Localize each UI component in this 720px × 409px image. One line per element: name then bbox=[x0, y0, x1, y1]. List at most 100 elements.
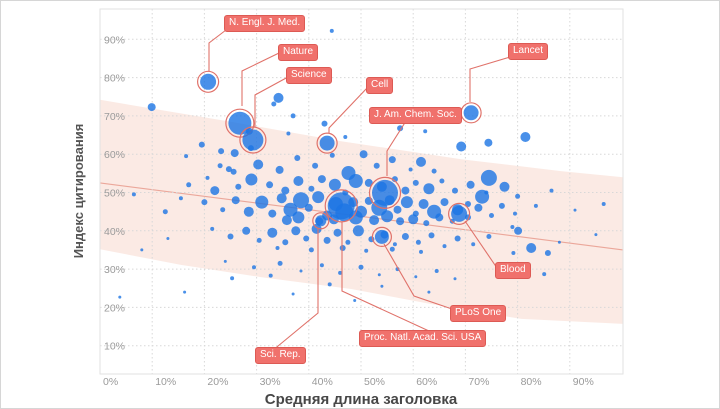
bubble[interactable] bbox=[291, 226, 301, 236]
bubble[interactable] bbox=[557, 240, 561, 244]
bubble[interactable] bbox=[220, 207, 226, 213]
bubble[interactable] bbox=[434, 269, 439, 273]
bubble[interactable] bbox=[303, 235, 310, 242]
bubble[interactable] bbox=[515, 193, 521, 199]
bubble[interactable] bbox=[431, 168, 437, 174]
bubble[interactable] bbox=[140, 248, 144, 252]
bubble[interactable] bbox=[267, 227, 278, 238]
bubble[interactable] bbox=[415, 239, 421, 245]
bubble[interactable] bbox=[381, 210, 394, 223]
bubble[interactable] bbox=[328, 178, 341, 191]
bubble[interactable] bbox=[281, 186, 290, 195]
bubble[interactable] bbox=[513, 211, 517, 216]
bubble[interactable] bbox=[348, 174, 363, 188]
bubble[interactable] bbox=[498, 202, 505, 209]
bubble[interactable] bbox=[594, 233, 598, 237]
bubble[interactable] bbox=[201, 199, 208, 206]
bubble[interactable] bbox=[465, 201, 471, 207]
journal-bubble-lancet[interactable] bbox=[463, 105, 479, 121]
bubble[interactable] bbox=[294, 155, 301, 161]
bubble[interactable] bbox=[391, 176, 398, 183]
bubble[interactable] bbox=[396, 217, 405, 226]
bubble[interactable] bbox=[166, 237, 170, 240]
journal-bubble-sci-rep[interactable] bbox=[315, 215, 327, 227]
bubble[interactable] bbox=[162, 209, 168, 215]
bubble[interactable] bbox=[486, 234, 492, 239]
bubble[interactable] bbox=[526, 243, 537, 253]
bubble[interactable] bbox=[225, 166, 232, 173]
bubble[interactable] bbox=[573, 208, 577, 212]
bubble[interactable] bbox=[382, 116, 389, 122]
bubble[interactable] bbox=[312, 162, 319, 169]
bubble[interactable] bbox=[283, 202, 298, 217]
bubble[interactable] bbox=[489, 213, 494, 218]
bubble[interactable] bbox=[131, 192, 136, 197]
bubble[interactable] bbox=[317, 175, 326, 184]
bubble[interactable] bbox=[275, 165, 284, 174]
bubble[interactable] bbox=[412, 179, 419, 186]
bubble[interactable] bbox=[544, 250, 551, 256]
bubble[interactable] bbox=[510, 225, 515, 229]
bubble[interactable] bbox=[243, 206, 254, 217]
bubble[interactable] bbox=[542, 272, 547, 277]
bubble[interactable] bbox=[311, 223, 322, 234]
bubble[interactable] bbox=[401, 186, 410, 195]
bubble[interactable] bbox=[223, 259, 227, 263]
bubble[interactable] bbox=[393, 205, 402, 214]
bubble[interactable] bbox=[456, 141, 467, 152]
bubble[interactable] bbox=[471, 242, 476, 247]
bubble[interactable] bbox=[253, 159, 264, 170]
bubble[interactable] bbox=[453, 277, 457, 281]
bubble[interactable] bbox=[281, 215, 292, 226]
bubble[interactable] bbox=[480, 169, 497, 186]
bubble[interactable] bbox=[380, 284, 384, 288]
bubble[interactable] bbox=[293, 176, 304, 186]
bubble[interactable] bbox=[292, 211, 305, 224]
bubble[interactable] bbox=[266, 181, 274, 189]
journal-bubble-blood[interactable] bbox=[451, 205, 468, 222]
bubble[interactable] bbox=[186, 182, 192, 188]
bubble[interactable] bbox=[227, 233, 234, 240]
bubble[interactable] bbox=[533, 203, 538, 208]
bubble[interactable] bbox=[408, 167, 413, 172]
bubble[interactable] bbox=[184, 154, 189, 159]
bubble[interactable] bbox=[389, 246, 395, 252]
bubble[interactable] bbox=[252, 265, 256, 270]
bubble[interactable] bbox=[435, 213, 444, 222]
journal-bubble-n-engl-j-med[interactable] bbox=[200, 73, 217, 90]
bubble[interactable] bbox=[178, 196, 183, 201]
bubble[interactable] bbox=[312, 191, 325, 204]
bubble[interactable] bbox=[147, 103, 156, 112]
journal-bubble-science[interactable] bbox=[242, 129, 264, 151]
bubble[interactable] bbox=[419, 249, 423, 254]
bubble[interactable] bbox=[231, 196, 240, 205]
bubble[interactable] bbox=[414, 275, 418, 279]
bubble[interactable] bbox=[304, 203, 313, 212]
bubble[interactable] bbox=[230, 168, 237, 175]
bubble[interactable] bbox=[333, 228, 342, 237]
bubble[interactable] bbox=[245, 173, 258, 186]
bubble[interactable] bbox=[210, 226, 215, 231]
bubble[interactable] bbox=[474, 203, 483, 212]
bubble[interactable] bbox=[217, 163, 223, 169]
bubble[interactable] bbox=[388, 156, 396, 164]
bubble[interactable] bbox=[454, 235, 461, 242]
bubble[interactable] bbox=[339, 245, 346, 251]
bubble[interactable] bbox=[484, 138, 493, 147]
bubble[interactable] bbox=[327, 282, 332, 287]
bubble[interactable] bbox=[549, 188, 554, 193]
bubble[interactable] bbox=[601, 202, 606, 206]
bubble[interactable] bbox=[323, 236, 331, 244]
journal-bubble-j-am-chem-soc[interactable] bbox=[372, 179, 398, 206]
bubble[interactable] bbox=[118, 295, 122, 299]
bubble[interactable] bbox=[499, 181, 510, 192]
bubble[interactable] bbox=[511, 251, 516, 255]
bubble[interactable] bbox=[466, 180, 475, 189]
journal-bubble-proc-natl-acad-sci-usa[interactable] bbox=[327, 192, 355, 220]
bubble[interactable] bbox=[345, 239, 351, 245]
bubble[interactable] bbox=[293, 192, 309, 209]
bubble[interactable] bbox=[235, 183, 242, 190]
bubble[interactable] bbox=[514, 226, 523, 235]
journal-bubble-cell[interactable] bbox=[319, 135, 335, 151]
journal-bubble-plos-one[interactable] bbox=[374, 229, 389, 244]
